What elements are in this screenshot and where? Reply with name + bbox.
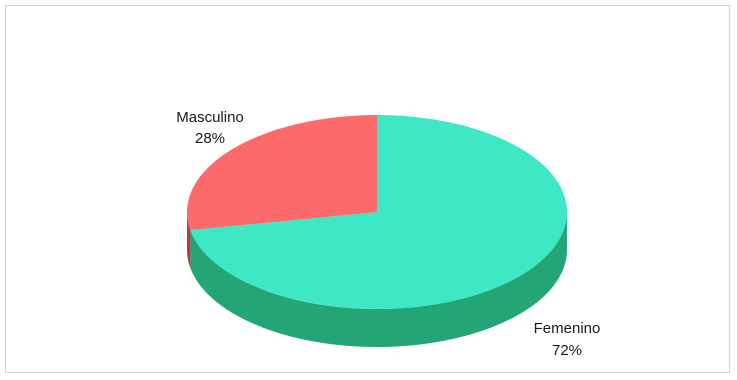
pie-sides bbox=[187, 212, 567, 348]
slice-label-femenino-name: Femenino bbox=[534, 320, 601, 337]
slice-label-masculino-value: 28% bbox=[195, 130, 225, 147]
pie-labels: Masculino 28% Femenino 72% bbox=[176, 109, 600, 359]
pie-tops bbox=[186, 115, 568, 309]
pie-slice-masculino bbox=[186, 115, 377, 231]
slice-label-masculino-name: Masculino bbox=[176, 109, 244, 126]
pie-slice-femenino bbox=[190, 115, 568, 309]
slice-label-femenino-value: 72% bbox=[552, 342, 582, 359]
pie-side-masculino bbox=[187, 212, 191, 269]
pie-side-femenino bbox=[190, 212, 567, 348]
